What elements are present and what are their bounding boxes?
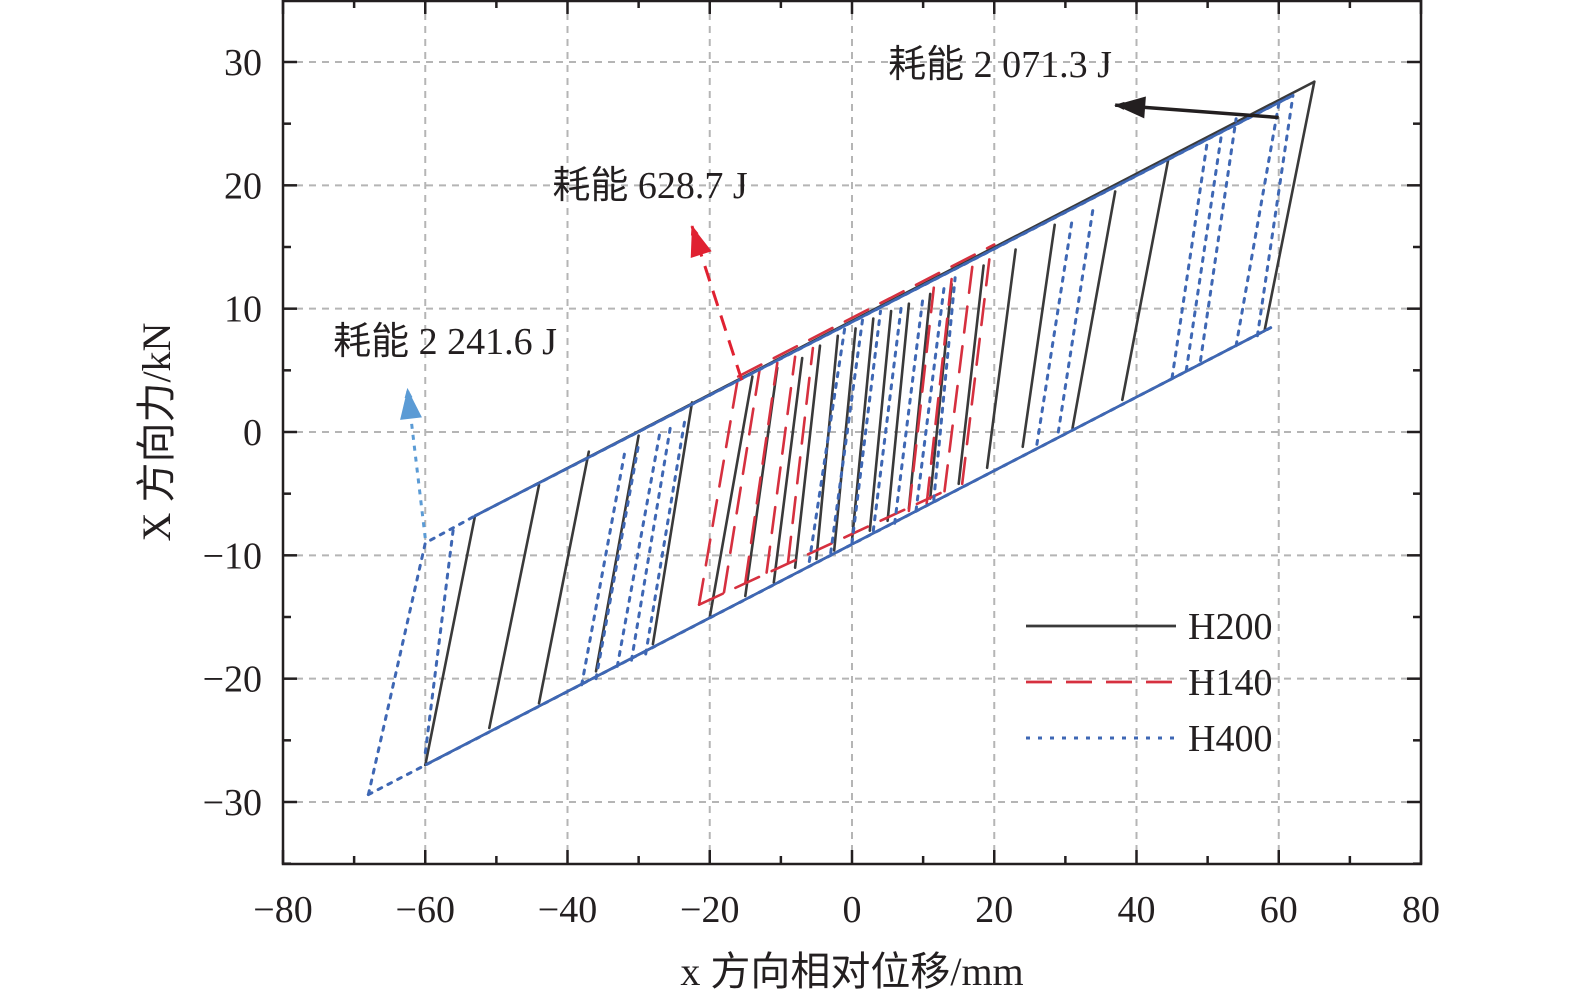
hysteresis-branch bbox=[366, 514, 477, 797]
y-tick-label: 10 bbox=[224, 289, 262, 331]
hysteresis-branch bbox=[829, 317, 865, 555]
series-h400 bbox=[366, 93, 1295, 797]
hysteresis-branch bbox=[1234, 102, 1281, 348]
x-tick-label: 0 bbox=[843, 889, 862, 931]
x-axis-title: x 方向相对位移/mm bbox=[680, 949, 1023, 994]
hysteresis-branch bbox=[960, 246, 992, 486]
hysteresis-branch bbox=[932, 276, 957, 502]
hysteresis-branch bbox=[488, 483, 541, 730]
hysteresis-branch bbox=[914, 282, 946, 513]
hysteresis-branch bbox=[850, 317, 875, 542]
envelope-lower-line bbox=[697, 489, 946, 606]
hysteresis-branch bbox=[793, 344, 822, 569]
envelope-upper-line bbox=[736, 243, 996, 378]
hysteresis-branch bbox=[1071, 190, 1117, 430]
hysteresis-branch bbox=[580, 452, 626, 687]
hysteresis-branch bbox=[1184, 130, 1224, 372]
hysteresis-branch bbox=[1056, 202, 1096, 434]
annotation-label: 耗能 628.7 J bbox=[552, 165, 747, 207]
y-tick-label: 30 bbox=[224, 42, 262, 84]
annotation-label: 耗能 2 241.6 J bbox=[333, 321, 557, 363]
hysteresis-branch bbox=[1121, 156, 1170, 402]
y-tick-label: 20 bbox=[224, 165, 262, 207]
hysteresis-branch bbox=[651, 401, 694, 646]
grid-lines bbox=[283, 0, 1421, 864]
hysteresis-branch bbox=[744, 361, 779, 584]
hysteresis-branch bbox=[765, 355, 797, 574]
series-h200 bbox=[423, 80, 1316, 767]
outer-envelope-lower bbox=[424, 326, 1273, 767]
x-tick-label: 20 bbox=[975, 889, 1013, 931]
x-tick-label: 80 bbox=[1402, 889, 1440, 931]
y-axis-title: X 方向力/kN bbox=[134, 323, 179, 542]
annotations: 耗能 2 071.3 J 耗能 628.7 J 耗能 2 241.6 J bbox=[333, 44, 1279, 539]
hysteresis-branch bbox=[644, 418, 687, 656]
legend-label-h140: H140 bbox=[1188, 662, 1272, 704]
y-tick-label: −30 bbox=[203, 782, 262, 824]
hysteresis-branch bbox=[708, 375, 754, 619]
hysteresis-branch bbox=[807, 325, 847, 563]
legend: H200 H140 H400 bbox=[1026, 606, 1272, 760]
annotation-h140: 耗能 628.7 J bbox=[552, 165, 748, 381]
annotation-label: 耗能 2 071.3 J bbox=[888, 44, 1112, 86]
hysteresis-branch bbox=[868, 309, 893, 532]
hysteresis-branch bbox=[423, 524, 456, 755]
annotation-arrowhead bbox=[690, 226, 712, 258]
hysteresis-branch bbox=[1035, 215, 1074, 446]
x-tick-label: −60 bbox=[396, 889, 455, 931]
annotation-h200: 耗能 2 071.3 J bbox=[888, 44, 1279, 120]
x-tick-label: −80 bbox=[253, 889, 312, 931]
axis-ticks: −80 −60 −40 −20 0 20 40 60 80 −30 −20 −10 0 10 20 30 bbox=[203, 0, 1440, 931]
legend-label-h200: H200 bbox=[1188, 606, 1272, 648]
hysteresis-branch bbox=[893, 294, 925, 525]
x-tick-label: −20 bbox=[680, 889, 739, 931]
hysteresis-branch bbox=[1170, 138, 1210, 380]
hysteresis-branch bbox=[1255, 93, 1295, 338]
outer-envelope-overlay bbox=[424, 94, 1294, 767]
annotation-arrowhead bbox=[1115, 96, 1146, 119]
x-tick-label: 40 bbox=[1118, 889, 1156, 931]
hysteresis-branch bbox=[886, 302, 911, 523]
annotation-arrowhead bbox=[400, 388, 422, 420]
hysteresis-branch bbox=[907, 292, 932, 510]
annotation-h400: 耗能 2 241.6 J bbox=[333, 321, 557, 539]
hysteresis-branch bbox=[907, 286, 936, 513]
hysteresis-branch bbox=[630, 424, 673, 662]
hysteresis-branch bbox=[786, 346, 815, 564]
hysteresis-branch bbox=[1263, 80, 1316, 333]
y-tick-label: −20 bbox=[203, 659, 262, 701]
hysteresis-branch bbox=[594, 434, 640, 673]
y-tick-label: −10 bbox=[203, 535, 262, 577]
hysteresis-branch bbox=[772, 356, 804, 584]
hysteresis-branch bbox=[815, 334, 840, 561]
legend-label-h400: H400 bbox=[1188, 718, 1272, 760]
hysteresis-branch bbox=[424, 514, 477, 767]
y-tick-label: 0 bbox=[243, 412, 262, 454]
hysteresis-branch bbox=[615, 430, 662, 668]
series-h140 bbox=[697, 243, 996, 606]
outer-envelope-upper bbox=[474, 94, 1294, 518]
hysteresis-branch bbox=[1199, 117, 1238, 362]
hysteresis-branch bbox=[985, 248, 1017, 470]
x-tick-label: −40 bbox=[538, 889, 597, 931]
x-tick-label: 60 bbox=[1260, 889, 1298, 931]
hysteresis-branch bbox=[722, 369, 761, 594]
hysteresis-branch bbox=[594, 442, 641, 681]
hysteresis-branch bbox=[957, 264, 985, 486]
hysteresis-branch bbox=[1021, 223, 1056, 449]
plot-series bbox=[366, 80, 1316, 797]
hysteresis-branch bbox=[537, 450, 591, 705]
hysteresis-branch bbox=[871, 301, 904, 533]
